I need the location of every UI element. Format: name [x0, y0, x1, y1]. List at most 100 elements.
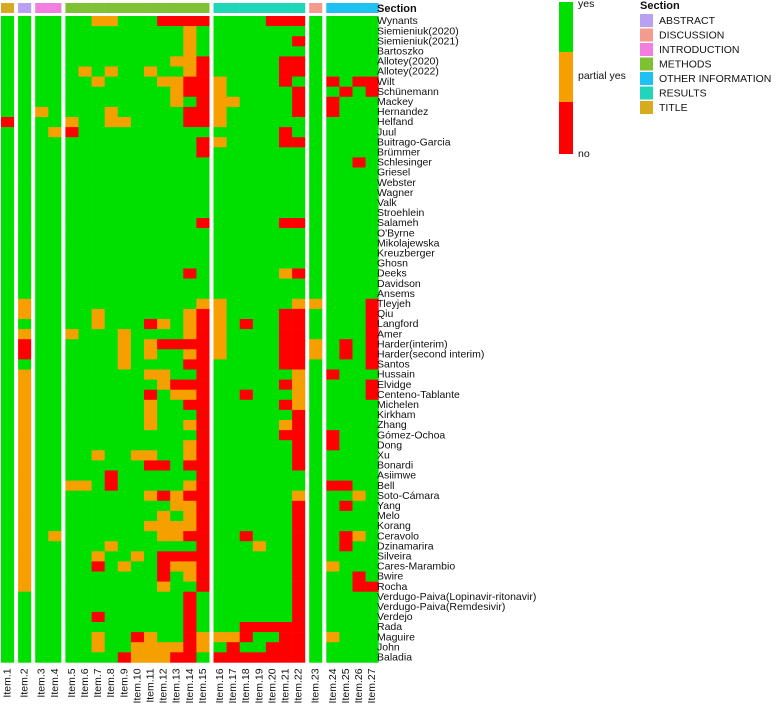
heatmap-cell	[365, 207, 379, 219]
heatmap-cell	[339, 76, 353, 87]
study-label: Siemieniuk(2021)	[377, 35, 459, 47]
heatmap-cell	[252, 16, 267, 27]
heatmap-cell	[183, 349, 197, 360]
heatmap-cell	[170, 642, 184, 653]
heatmap-cell	[239, 76, 254, 87]
heatmap-cell	[226, 96, 240, 108]
heatmap-cell	[292, 106, 306, 118]
heatmap-cell	[1, 117, 15, 128]
item-label: Item.16	[214, 668, 226, 703]
heatmap-cell	[130, 369, 145, 380]
heatmap-cell	[213, 601, 227, 613]
heatmap-cell	[196, 561, 210, 572]
heatmap-cell	[265, 652, 280, 663]
heatmap-cell	[144, 339, 158, 350]
heatmap-cell	[65, 450, 79, 461]
heatmap-cell	[48, 16, 62, 27]
heatmap-cell	[309, 521, 323, 532]
heatmap-cell	[130, 642, 145, 653]
heatmap-cell	[65, 197, 79, 209]
heatmap-cell	[183, 167, 197, 178]
heatmap-cell	[48, 470, 62, 481]
heatmap-cell	[65, 288, 79, 300]
heatmap-cell	[91, 652, 105, 663]
heatmap-cell	[265, 147, 280, 158]
heatmap-cell	[157, 531, 171, 542]
heatmap-cell	[144, 591, 158, 603]
heatmap-cell	[117, 581, 132, 592]
item-label: Item.19	[253, 668, 265, 703]
heatmap-cell	[157, 86, 171, 98]
heatmap-cell	[339, 167, 353, 178]
heatmap-cell	[117, 450, 132, 461]
heatmap-cell	[279, 409, 293, 421]
heatmap-cell	[144, 622, 158, 633]
heatmap-cell	[104, 561, 119, 572]
heatmap-cell	[352, 187, 366, 199]
heatmap-cell	[144, 409, 158, 421]
heatmap-cell	[1, 611, 15, 623]
heatmap-cell	[130, 551, 145, 562]
heatmap-cell	[292, 66, 306, 77]
heatmap-cell	[309, 399, 323, 411]
heatmap-cell	[157, 177, 171, 188]
heatmap-cell	[183, 541, 197, 552]
heatmap-cell	[252, 66, 267, 77]
heatmap-cell	[48, 268, 62, 279]
heatmap-cell	[65, 480, 79, 491]
heatmap-cell	[213, 46, 227, 57]
heatmap-cell	[196, 601, 210, 613]
heatmap-cell	[365, 228, 379, 239]
heatmap-cell	[339, 258, 353, 269]
heatmap-cell	[48, 36, 62, 47]
heatmap-cell	[91, 167, 105, 178]
heatmap-cell	[279, 207, 293, 219]
heatmap-cell	[352, 399, 366, 411]
heatmap-cell	[18, 339, 32, 350]
heatmap-cell	[91, 76, 105, 87]
heatmap-cell	[157, 127, 171, 138]
heatmap-cell	[365, 470, 379, 481]
heatmap-cell	[339, 369, 353, 380]
section-cell	[48, 3, 62, 13]
heatmap-cell	[117, 389, 132, 401]
heatmap-cell	[196, 329, 210, 340]
heatmap-cell	[35, 561, 49, 572]
heatmap-cell	[170, 187, 184, 199]
heatmap-cell	[35, 622, 49, 633]
heatmap-cell	[183, 622, 197, 633]
heatmap-cell	[252, 652, 267, 663]
heatmap-cell	[157, 278, 171, 289]
heatmap-cell	[170, 218, 184, 229]
heatmap-cell	[239, 601, 254, 613]
study-label: Elvidge	[377, 379, 412, 391]
heatmap-cell	[18, 460, 32, 471]
heatmap-cell	[183, 480, 197, 491]
heatmap-cell	[309, 16, 323, 27]
heatmap-cell	[326, 541, 340, 552]
item-label: Item.7	[92, 668, 104, 697]
heatmap-cell	[35, 611, 49, 623]
heatmap-cell	[196, 187, 210, 199]
heatmap-cell	[252, 349, 267, 360]
heatmap-cell	[78, 56, 92, 67]
heatmap-cell	[117, 329, 132, 340]
heatmap-cell	[213, 430, 227, 441]
heatmap-cell	[239, 197, 254, 209]
heatmap-cell	[91, 541, 105, 552]
heatmap-cell	[104, 369, 119, 380]
item-label: Item.4	[49, 668, 61, 697]
heatmap-cell	[170, 16, 184, 27]
heatmap-cell	[279, 298, 293, 310]
heatmap-cell	[226, 510, 240, 522]
heatmap-cell	[144, 369, 158, 380]
heatmap-cell	[117, 551, 132, 562]
heatmap-cell	[196, 389, 210, 401]
heatmap-cell	[279, 248, 293, 259]
heatmap-cell	[48, 308, 62, 320]
heatmap-cell	[1, 379, 15, 390]
item-label: Item.8	[105, 668, 117, 697]
heatmap-cell	[144, 430, 158, 441]
heatmap-cell	[326, 76, 340, 87]
heatmap-cell	[117, 238, 132, 249]
